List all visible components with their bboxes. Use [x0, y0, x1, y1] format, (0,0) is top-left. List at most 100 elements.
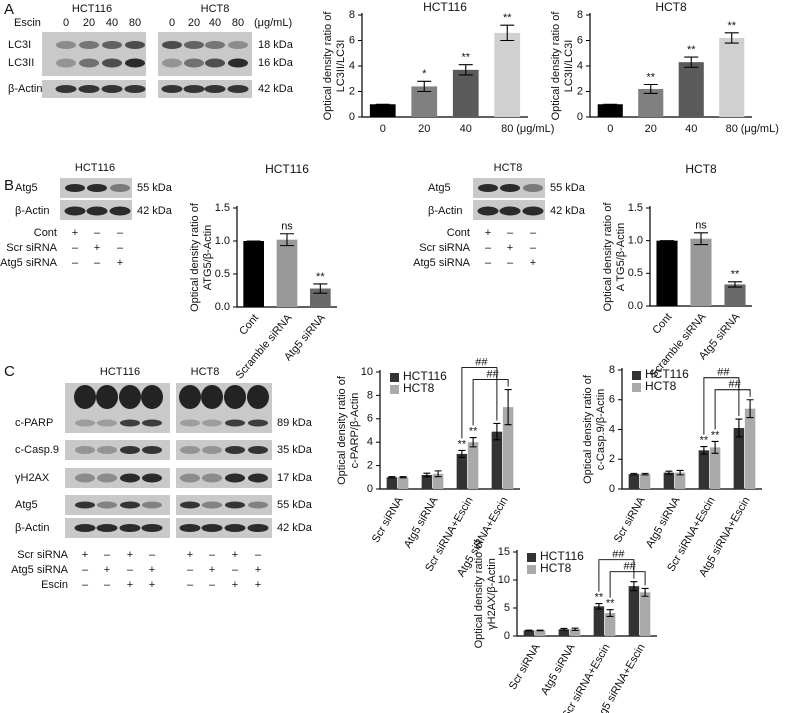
y-axis-label: Optical density ratio of — [322, 11, 334, 121]
blot-band — [120, 446, 140, 454]
treatment-label: Escin — [14, 17, 41, 29]
legend-label: HCT116 — [540, 549, 584, 563]
treatment-label: Atg5 siRNA — [11, 564, 69, 576]
blot-band — [124, 85, 146, 93]
blot-band — [142, 501, 162, 509]
treatment-sign: – — [127, 564, 134, 576]
size-label: 55 kDa — [277, 499, 313, 511]
significance-label: * — [422, 68, 427, 80]
bar — [456, 453, 468, 489]
error-bar — [606, 609, 614, 617]
treatment-sign: – — [82, 564, 89, 576]
error-bar — [630, 472, 638, 476]
treatment-sign: – — [72, 257, 79, 269]
blot-band — [225, 473, 245, 483]
blot-band — [248, 501, 268, 509]
error-bar — [504, 389, 512, 426]
treatment-sign: – — [117, 227, 124, 239]
blot-membrane — [176, 518, 272, 538]
y-tick-label: 8 — [609, 364, 615, 376]
dose-label: 20 — [83, 17, 95, 29]
treatment-sign: + — [485, 227, 491, 239]
blot-band — [125, 41, 145, 49]
x-tick-label: 40 — [460, 123, 472, 135]
error-bar — [525, 629, 533, 632]
error-bar — [388, 476, 396, 479]
error-bar — [700, 446, 708, 455]
error-bar — [458, 449, 466, 458]
y-tick-label: 0.0 — [628, 300, 643, 312]
blot-band — [55, 85, 77, 93]
blot-band — [86, 206, 108, 216]
y-tick-label: 8 — [577, 9, 583, 21]
panel-letter: A — [4, 1, 14, 18]
error-bar — [313, 283, 328, 294]
comparison-label: ## — [717, 367, 730, 379]
blot-band — [96, 385, 118, 409]
x-unit: (μg/mL) — [741, 123, 779, 135]
blot-band — [162, 58, 182, 68]
blot-band — [97, 419, 117, 427]
blot-band — [120, 419, 140, 427]
y-tick-label: 0.5 — [215, 268, 230, 280]
size-label: 89 kDa — [277, 417, 313, 429]
bar — [593, 606, 605, 636]
blot-band — [142, 446, 162, 454]
bar — [674, 472, 686, 489]
treatment-sign: – — [82, 579, 89, 591]
bar — [569, 629, 581, 636]
blot-band — [119, 385, 141, 409]
y-tick-label: 6 — [577, 34, 583, 46]
row-label: c-PARP — [15, 417, 53, 429]
y-tick-label: 10 — [498, 574, 510, 586]
bar — [491, 431, 503, 489]
comparison-label: ## — [486, 368, 499, 380]
legend-swatch — [632, 371, 641, 380]
y-axis-label: c-PARP/β-Actin — [349, 393, 361, 469]
y-axis-label: Optical density ratio of — [336, 375, 348, 485]
error-bar — [724, 32, 739, 44]
comparison-bracket — [472, 379, 509, 426]
treatment-sign: + — [507, 242, 513, 254]
row-label: c-Casp.9 — [15, 444, 59, 456]
significance-label: ns — [281, 221, 293, 233]
chart-title: HCT8 — [655, 0, 687, 14]
treatment-sign: – — [485, 257, 492, 269]
bar — [276, 239, 298, 307]
bar — [698, 450, 710, 489]
error-bar — [536, 629, 544, 632]
treatment-label: Scr siRNA — [17, 549, 68, 561]
y-tick-label: 0 — [349, 111, 355, 123]
treatment-sign: + — [255, 564, 261, 576]
blot-band — [201, 524, 223, 532]
x-tick-label: Atg5 siRNA — [402, 494, 441, 550]
bar — [523, 630, 535, 636]
size-label: 42 kDa — [550, 205, 586, 217]
treatment-label: Scr siRNA — [419, 242, 470, 254]
treatment-sign: + — [94, 242, 100, 254]
blot-band — [125, 58, 145, 68]
treatment-sign: + — [255, 579, 261, 591]
significance-label: ** — [458, 438, 467, 450]
blot-band — [184, 41, 204, 49]
significance-label: ** — [595, 591, 604, 603]
error-bar — [469, 436, 477, 448]
treatment-sign: + — [117, 257, 123, 269]
blot-band — [56, 41, 76, 49]
comparison-bracket — [703, 377, 740, 435]
error-bar — [694, 232, 708, 246]
cell-label: HCT8 — [201, 3, 230, 15]
blot-membrane — [176, 495, 272, 515]
chart-title: HCT8 — [685, 162, 717, 176]
blot-band — [64, 206, 86, 216]
chart-title: HCT116 — [265, 162, 309, 176]
bar — [709, 447, 721, 489]
size-label: 35 kDa — [277, 444, 313, 456]
x-tick-label: Scr siRNA — [507, 641, 543, 692]
treatment-sign: – — [72, 242, 79, 254]
error-bar — [493, 422, 501, 441]
bar — [432, 473, 444, 489]
y-axis-label: Optical density ratio of — [189, 202, 201, 312]
size-label: 17 kDa — [277, 472, 313, 484]
legend-swatch — [390, 373, 399, 382]
